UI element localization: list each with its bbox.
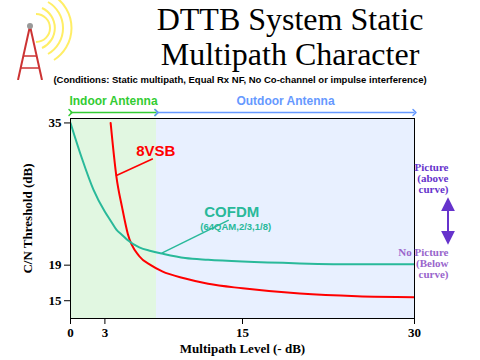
svg-text:35: 35	[49, 115, 63, 130]
html-text:DTTB System Static Multipath C: DTTB System Static Multipath Character	[156, 1, 424, 72]
svg-text:COFDM: COFDM	[204, 203, 259, 220]
svg-text:(64QAM,2/3,1/8): (64QAM,2/3,1/8)	[200, 221, 271, 232]
svg-text:0: 0	[67, 325, 74, 340]
svg-text:19: 19	[49, 257, 63, 272]
svg-text:Multipath Level (- dB): Multipath Level (- dB)	[180, 341, 305, 356]
svg-text:3: 3	[102, 325, 109, 340]
html-text:(Conditions: Static multipath,: (Conditions: Static multipath, Equal Rx …	[53, 74, 427, 85]
svg-text:Picture(abovecurve): Picture(abovecurve)	[414, 161, 448, 196]
svg-text:30: 30	[408, 325, 421, 340]
svg-text:Outdoor Antenna: Outdoor Antenna	[236, 94, 335, 108]
svg-text:8VSB: 8VSB	[136, 142, 175, 159]
svg-text:15: 15	[236, 325, 250, 340]
svg-text:Indoor Antenna: Indoor Antenna	[69, 94, 158, 108]
svg-text:C/N Threshold (dB): C/N Threshold (dB)	[20, 163, 35, 273]
svg-text:15: 15	[49, 293, 63, 308]
svg-text:No Picture(Belowcurve): No Picture(Belowcurve)	[398, 246, 449, 281]
